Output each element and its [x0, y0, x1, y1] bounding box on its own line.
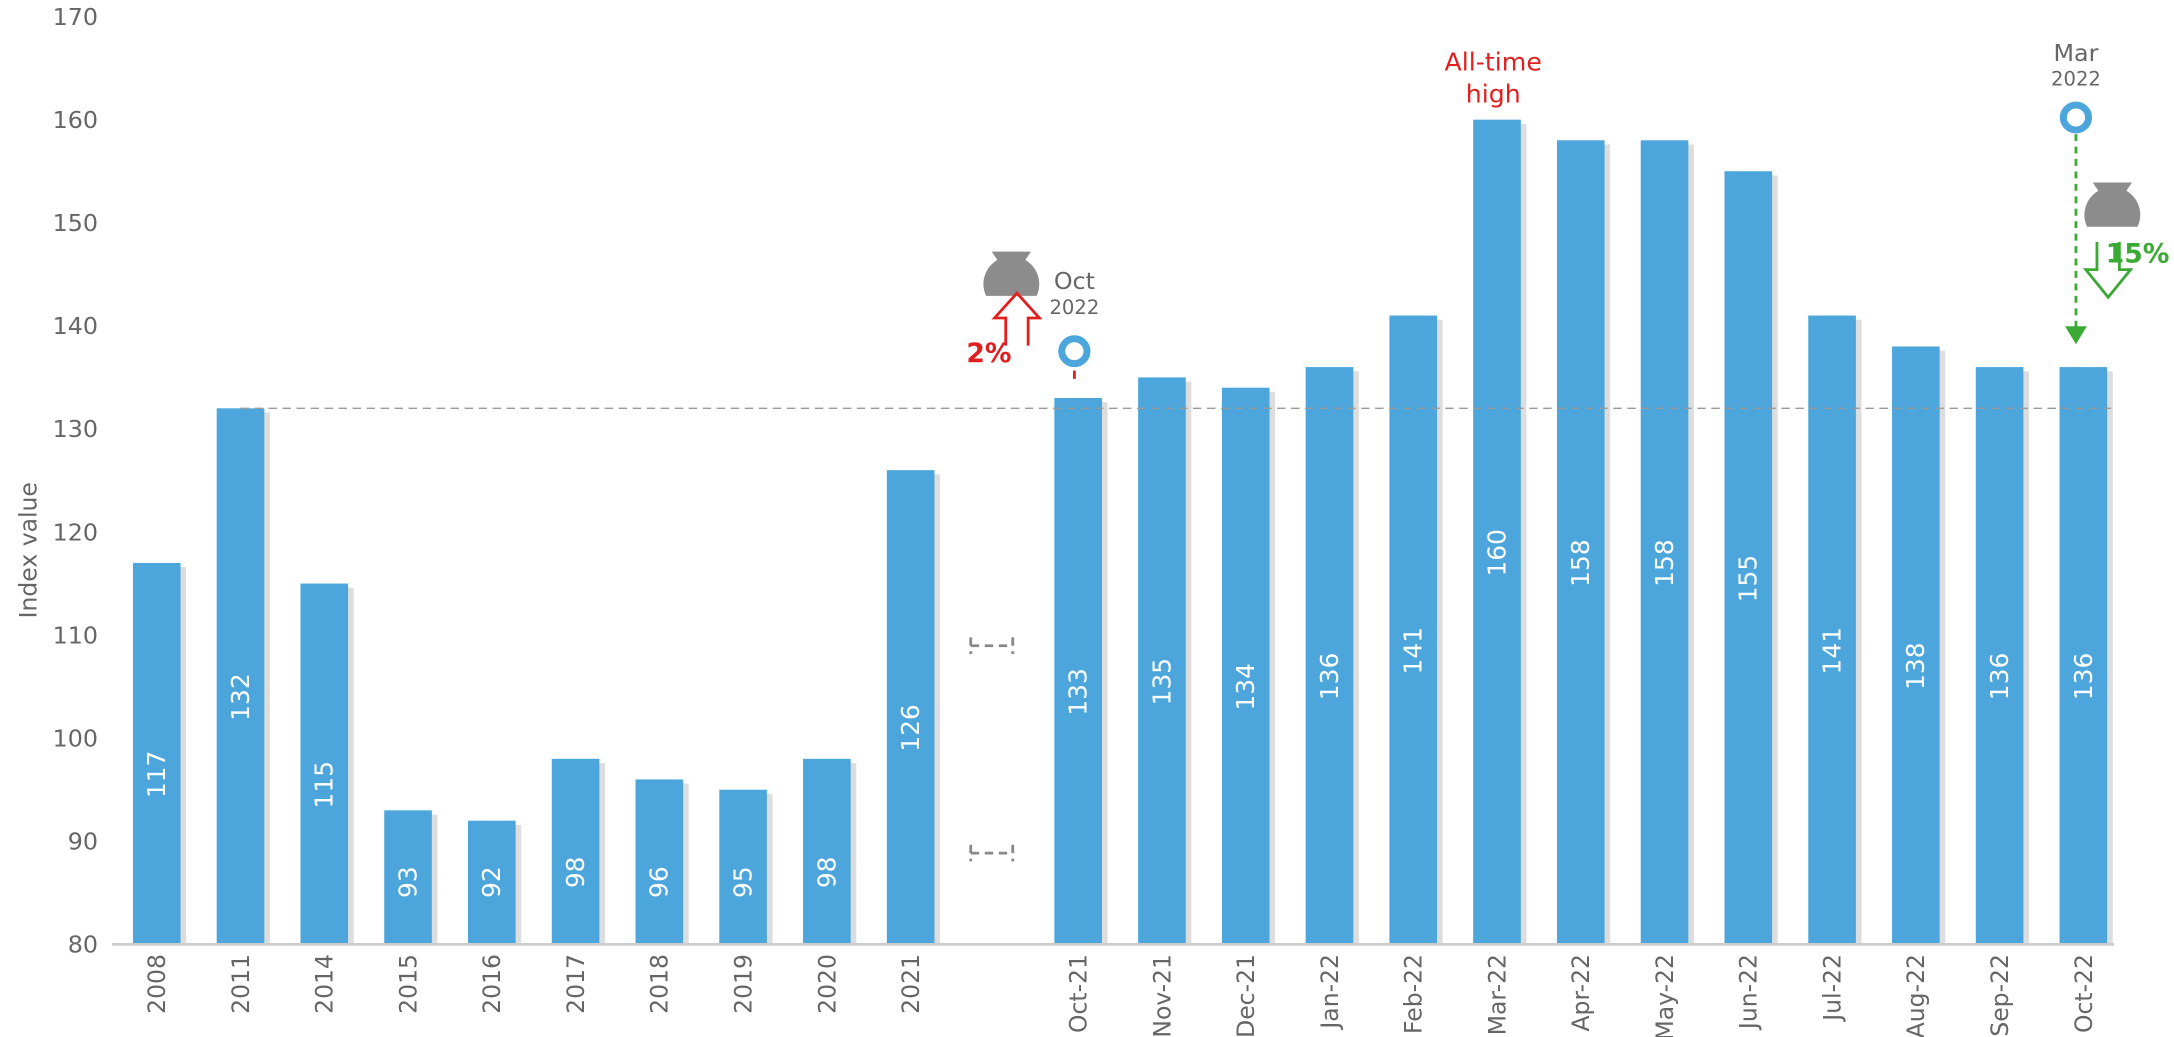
value-label: 132 — [226, 673, 255, 721]
bar — [635, 779, 684, 945]
value-label: 115 — [310, 761, 339, 809]
bar — [2059, 367, 2108, 945]
x-tick-label: 2017 — [562, 954, 590, 1014]
annotation: Oct — [1054, 267, 1095, 295]
y-tick-label: 150 — [53, 209, 98, 237]
bar — [1054, 398, 1102, 945]
x-tick-label: Jun-22 — [1735, 954, 1763, 1031]
y-tick-label: 160 — [53, 106, 98, 134]
value-label: 135 — [1147, 658, 1176, 706]
y-tick-label: 170 — [53, 3, 98, 31]
x-tick-label: May-22 — [1651, 954, 1679, 1037]
bar — [1640, 140, 1689, 945]
annotation: high — [1466, 79, 1521, 108]
arrow-up — [991, 291, 1076, 379]
bar — [1221, 387, 1270, 945]
value-label: 117 — [142, 751, 171, 799]
y-tick-label: 110 — [53, 622, 98, 650]
y-tick-label: 120 — [53, 518, 98, 546]
x-tick-label: Sep-22 — [1986, 954, 2014, 1037]
x-tick-label: 2019 — [729, 954, 757, 1014]
bar — [300, 583, 349, 945]
value-label: 98 — [812, 856, 841, 888]
y-tick-label: 100 — [53, 725, 98, 753]
value-label: 141 — [1398, 627, 1427, 675]
value-label: 160 — [1482, 529, 1511, 577]
value-label: 134 — [1231, 663, 1260, 711]
bar — [551, 758, 600, 945]
bar — [719, 789, 767, 945]
bar — [1808, 315, 1856, 945]
bar — [1473, 119, 1521, 945]
value-label: 158 — [1566, 539, 1595, 587]
axis-break — [969, 637, 1015, 862]
y-tick-label: 80 — [68, 931, 98, 959]
bar — [1724, 171, 1773, 945]
bar — [1556, 140, 1605, 945]
x-tick-label: Feb-22 — [1400, 954, 1428, 1034]
annotation: Mar — [2053, 39, 2098, 67]
annotation: 2022 — [2051, 68, 2101, 91]
x-tick-label: Aug-22 — [1902, 954, 1930, 1037]
value-label: 95 — [728, 866, 757, 898]
y-axis-label: Index value — [14, 482, 42, 618]
x-tick-label: Jul-22 — [1818, 954, 1846, 1023]
plot: 80 90 100 110 120 130 140 150 160 170 2008 117 2011 1… — [53, 3, 2115, 1037]
x-tick-label: 2020 — [813, 954, 841, 1014]
x-tick-label: Mar-22 — [1483, 954, 1511, 1035]
value-label: 96 — [645, 866, 674, 898]
value-label: 93 — [393, 866, 422, 898]
annotation: 2% — [966, 338, 1011, 369]
y-tick-label: 140 — [53, 312, 98, 340]
annotation: All-time — [1445, 48, 1542, 77]
x-tick-label: 2008 — [143, 954, 171, 1014]
bar — [132, 562, 181, 945]
x-tick-label: Dec-21 — [1232, 954, 1260, 1037]
annotation: 15% — [2106, 239, 2170, 270]
bar — [384, 810, 432, 945]
value-label: 138 — [1901, 642, 1930, 690]
value-label: 126 — [896, 704, 925, 752]
bar — [1389, 315, 1438, 945]
x-tick-label: Jan-22 — [1316, 954, 1344, 1031]
x-tick-label: Oct-22 — [2070, 954, 2098, 1033]
value-label: 98 — [561, 856, 590, 888]
x-tick-label: 2021 — [897, 954, 925, 1014]
value-label: 158 — [1650, 539, 1679, 587]
bar — [1975, 367, 2024, 945]
x-tick-label: 2014 — [311, 954, 339, 1014]
bar — [467, 820, 516, 945]
value-label: 155 — [1734, 555, 1763, 603]
bar — [803, 758, 851, 945]
value-label: 133 — [1063, 668, 1092, 716]
sack-icon — [983, 182, 2141, 296]
y-tick-label: 90 — [68, 828, 98, 856]
y-tick-label: 130 — [53, 415, 98, 443]
bar — [1138, 377, 1186, 945]
value-label: 136 — [1985, 653, 2014, 701]
x-tick-label: 2011 — [227, 954, 255, 1014]
arrow-down — [2065, 134, 2134, 345]
value-label: 136 — [1315, 653, 1344, 701]
value-label: 92 — [477, 866, 506, 898]
value-label: 141 — [1817, 627, 1846, 675]
x-tick-label: 2018 — [646, 954, 674, 1014]
bar — [1305, 367, 1354, 945]
marker — [2059, 101, 2093, 134]
x-tick-label: 2015 — [394, 954, 422, 1014]
x-tick-label: 2016 — [478, 954, 506, 1014]
x-tick-label: Nov-21 — [1148, 954, 1176, 1037]
marker — [1058, 335, 1091, 368]
value-label: 136 — [2069, 653, 2098, 701]
bar — [886, 470, 935, 945]
x-tick-label: Apr-22 — [1567, 954, 1595, 1031]
x-tick-label: Oct-21 — [1064, 954, 1092, 1033]
annotation: 2022 — [1049, 296, 1099, 319]
bar — [216, 408, 265, 945]
bar — [1892, 346, 1940, 945]
